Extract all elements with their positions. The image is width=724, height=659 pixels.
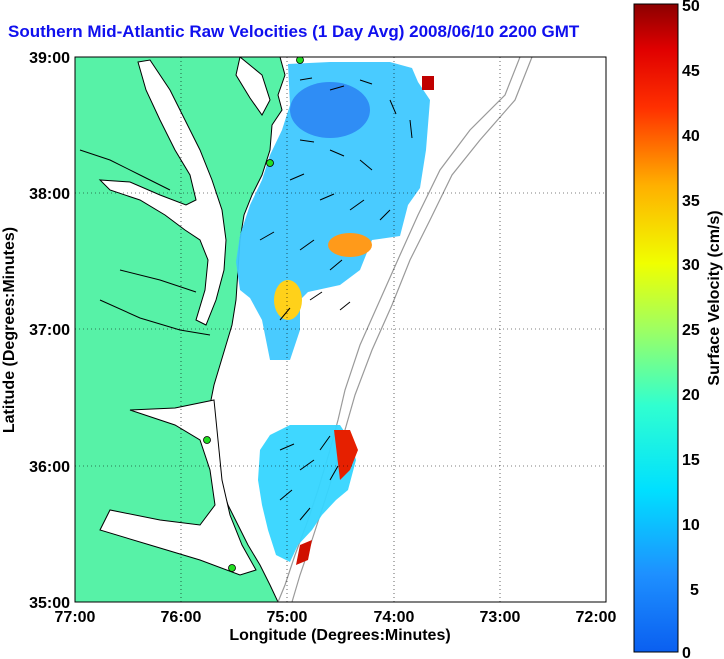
pamlico-sound [99, 399, 257, 576]
velocity-patch-south-hot2 [296, 540, 312, 565]
colorbar-tick: 5 [690, 582, 699, 599]
velocity-patch-west [274, 280, 302, 320]
map-title: Southern Mid-Atlantic Raw Velocities (1 … [8, 22, 580, 41]
x-tick-label: 76:00 [161, 609, 202, 626]
plot-frame [74, 56, 607, 603]
colorbar-label: Surface Velocity (cm/s) [706, 210, 723, 385]
colorbar-tick: 45 [682, 63, 700, 80]
y-tick-label: 36:00 [29, 459, 70, 476]
y-tick-label: 39:00 [29, 50, 70, 67]
x-tick-label: 73:00 [480, 609, 521, 626]
velocity-patch-mid [328, 233, 372, 257]
colorbar-tick: 50 [682, 0, 700, 15]
river-york [119, 269, 197, 293]
river-james [99, 299, 211, 336]
river-potomac [79, 149, 171, 191]
colorbar-tick: 0 [682, 645, 691, 659]
colorbar-tick: 40 [682, 128, 700, 145]
chesapeake-bay [98, 59, 227, 326]
x-tick-label: 72:00 [576, 609, 617, 626]
velocity-patch-ne [422, 76, 434, 90]
y-tick-label: 35:00 [29, 595, 70, 612]
colorbar-tick: 25 [682, 322, 700, 339]
y-tick-label: 37:00 [29, 322, 70, 339]
colorbar-tick: 30 [682, 257, 700, 274]
colorbar-tick: 20 [682, 387, 700, 404]
x-tick-label: 75:00 [267, 609, 308, 626]
x-tick-label: 74:00 [374, 609, 415, 626]
y-tick-label: 38:00 [29, 186, 70, 203]
velocity-patch-south-hot [334, 430, 358, 480]
velocity-core-north [290, 82, 370, 138]
isobath-deep [291, 57, 533, 602]
station-markers [203, 57, 304, 572]
velocity-field-south [258, 425, 356, 562]
colorbar [633, 3, 679, 653]
x-axis-label: Longitude (Degrees:Minutes) [229, 627, 450, 644]
colorbar-tick: 35 [682, 193, 700, 210]
delaware-bay [235, 57, 271, 116]
y-axis-label: Latitude (Degrees:Minutes) [1, 227, 18, 433]
colorbar-tick: 10 [682, 517, 700, 534]
gridlines [75, 57, 606, 602]
velocity-vectors [259, 77, 413, 521]
colorbar-tick: 15 [682, 452, 700, 469]
x-tick-label: 77:00 [55, 609, 96, 626]
